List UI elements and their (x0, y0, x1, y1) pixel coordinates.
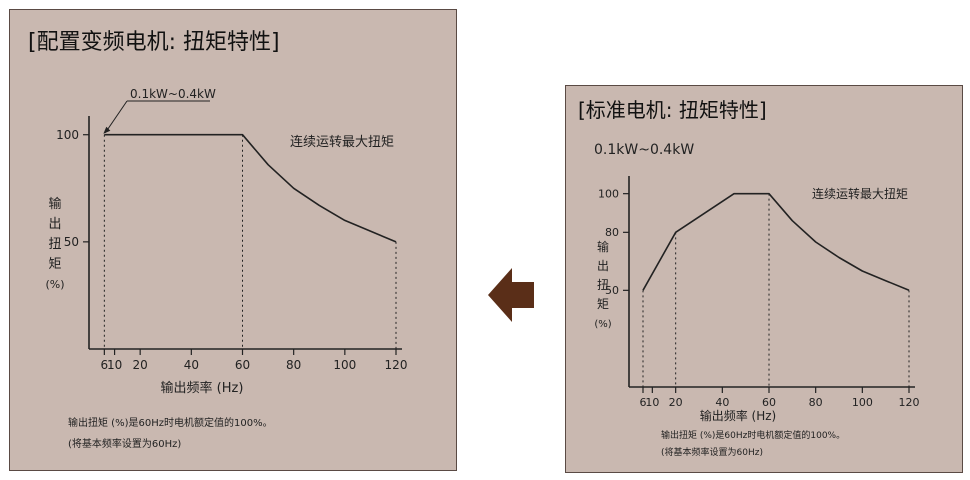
y-axis-label: 矩 (48, 257, 61, 272)
note-line-1: 输出扭矩 (%)是60Hz时电机额定值的100%。 (661, 429, 845, 441)
standard-motor-panel: [标准电机: 扭矩特性] 6 10 20 40 60 80 100 120 50 80 100 连续运… (565, 85, 963, 473)
x-tick-label: 20 (669, 396, 683, 409)
y-tick-label: 50 (605, 284, 619, 297)
x-tick-label: 60 (762, 396, 776, 409)
y-axis-label: (%) (45, 278, 64, 291)
curve-label: 连续运转最大扭矩 (812, 186, 908, 201)
x-tick-label: 60 (235, 358, 250, 372)
inverter-motor-panel: [配置变频电机: 扭矩特性] 6 10 20 40 60 80 100 120 50 100 连续运… (9, 9, 457, 471)
y-axis-label: 输 (597, 239, 609, 254)
y-tick-label: 80 (605, 226, 619, 239)
x-tick-label: 6 (640, 396, 647, 409)
range-label: 0.1kW~0.4kW (594, 142, 694, 158)
x-tick-label: 80 (809, 396, 823, 409)
y-axis-label: 输 (48, 196, 61, 212)
curve-label: 连续运转最大扭矩 (290, 134, 394, 150)
x-tick-label: 40 (184, 358, 199, 372)
x-tick-label: 10 (107, 358, 122, 372)
left-arrow-icon (488, 268, 534, 322)
x-tick-label: 100 (852, 396, 873, 409)
panel-title: [配置变频电机: 扭矩特性] (28, 30, 280, 55)
x-tick-label: 120 (899, 396, 920, 409)
y-axis-label: 扭 (597, 278, 609, 292)
range-arrowhead (103, 126, 111, 134)
y-axis-label: 出 (597, 259, 609, 273)
range-leader (104, 100, 128, 133)
x-tick-label: 20 (133, 358, 148, 372)
y-axis-label: 出 (48, 217, 61, 232)
x-tick-label: 80 (286, 358, 301, 372)
y-axis-label: (%) (594, 319, 611, 330)
note-line-2: (将基本频率设置为60Hz) (68, 437, 181, 450)
y-axis-label: 扭 (48, 237, 61, 252)
x-tick-label: 40 (715, 396, 729, 409)
x-axis-label: 输出频率 (Hz) (700, 408, 777, 423)
y-axis-label: 矩 (597, 297, 609, 311)
note-line-2: (将基本频率设置为60Hz) (661, 446, 763, 458)
note-line-1: 输出扭矩 (%)是60Hz时电机额定值的100%。 (68, 416, 273, 429)
x-axis-label: 输出频率 (Hz) (161, 380, 244, 396)
x-tick-label: 10 (645, 396, 659, 409)
panel-title: [标准电机: 扭矩特性] (578, 98, 767, 122)
x-tick-label: 6 (101, 358, 109, 372)
series-line (104, 133, 397, 243)
range-label: 0.1kW~0.4kW (130, 87, 216, 101)
series-line (642, 192, 910, 292)
y-tick-label: 50 (64, 235, 79, 249)
y-tick-label: 100 (56, 128, 79, 142)
x-tick-label: 100 (333, 358, 356, 372)
y-tick-label: 100 (598, 188, 619, 201)
x-tick-label: 120 (385, 358, 408, 372)
